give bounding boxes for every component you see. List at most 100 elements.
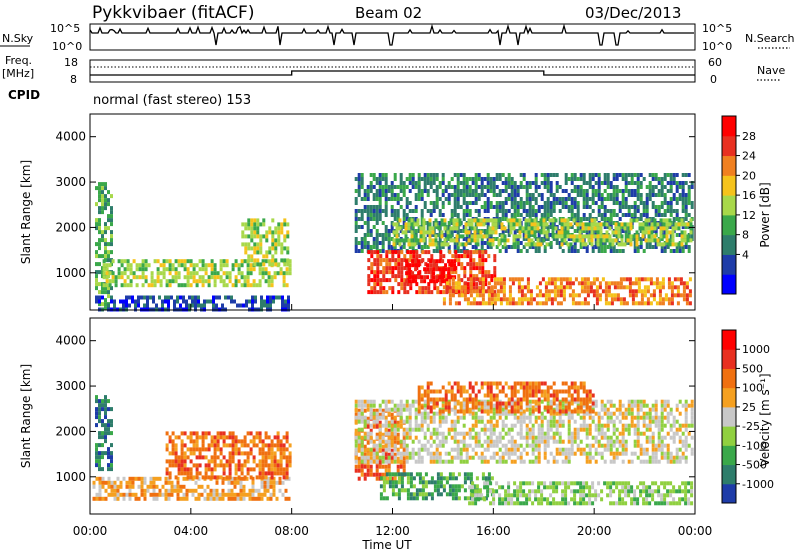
power-cell xyxy=(402,209,406,213)
velocity-cell xyxy=(257,496,261,501)
velocity-cell xyxy=(288,455,292,460)
velocity-cell xyxy=(246,467,250,472)
power-cell xyxy=(449,238,453,243)
power-cell xyxy=(174,279,178,284)
power-cell xyxy=(610,297,614,302)
freq-tick-bottom: 8 xyxy=(70,73,77,86)
power-cell xyxy=(408,173,412,177)
power-cell xyxy=(269,303,272,308)
power-cell xyxy=(490,301,494,306)
velocity-cell xyxy=(411,403,415,408)
power-cell xyxy=(637,281,641,286)
velocity-cell xyxy=(537,455,541,460)
power-cell xyxy=(430,274,434,279)
velocity-cell xyxy=(396,440,400,445)
velocity-cell xyxy=(381,451,385,456)
power-cell xyxy=(549,205,553,209)
velocity-cell xyxy=(164,496,168,501)
velocity-cell xyxy=(269,484,273,489)
velocity-cell xyxy=(378,415,382,420)
velocity-cell xyxy=(221,480,225,485)
power-cell xyxy=(474,181,478,185)
power-cell xyxy=(95,250,98,255)
velocity-cell xyxy=(402,460,406,465)
velocity-cell xyxy=(252,455,256,460)
power-cell xyxy=(251,295,254,300)
power-cell xyxy=(240,275,244,280)
power-cell xyxy=(251,303,254,308)
power-cell xyxy=(234,275,238,280)
power-cell xyxy=(513,205,517,209)
power-cell xyxy=(379,286,383,291)
power-cell xyxy=(444,185,448,189)
velocity-cell xyxy=(140,484,144,489)
velocity-cell xyxy=(396,427,400,432)
velocity-cell xyxy=(243,463,247,468)
velocity-cell xyxy=(381,439,385,444)
velocity-cell xyxy=(143,492,147,497)
power-cell xyxy=(646,277,650,282)
velocity-cell xyxy=(191,488,195,493)
power-cell xyxy=(475,286,479,291)
power-cell xyxy=(354,209,358,213)
power-cell xyxy=(447,197,451,201)
velocity-cell xyxy=(432,415,436,420)
power-cell xyxy=(660,237,664,241)
velocity-cell xyxy=(273,463,277,468)
velocity-cell xyxy=(507,451,511,456)
power-cell xyxy=(590,230,594,235)
power-cell xyxy=(256,234,260,239)
power-cell xyxy=(524,218,528,223)
power-cell xyxy=(395,234,399,239)
power-cell xyxy=(243,279,247,284)
power-cell xyxy=(540,181,544,185)
power-cell xyxy=(539,230,543,235)
velocity-cell xyxy=(552,419,556,424)
velocity-cell xyxy=(152,492,156,497)
power-cell xyxy=(270,275,274,280)
velocity-cell xyxy=(261,467,265,472)
velocity-cell xyxy=(228,455,232,460)
velocity-cell xyxy=(164,488,168,493)
power-cell xyxy=(468,189,472,193)
velocity-cell xyxy=(198,455,202,460)
velocity-cell xyxy=(251,492,255,497)
velocity-cell xyxy=(558,419,562,424)
velocity-cell xyxy=(228,443,232,448)
velocity-cell xyxy=(369,423,373,428)
velocity-cell xyxy=(282,455,286,460)
velocity-cell xyxy=(552,439,556,444)
power-cell xyxy=(495,213,499,217)
power-cell xyxy=(579,185,583,189)
power-cell xyxy=(410,238,414,243)
power-cell xyxy=(531,181,535,185)
power-cell xyxy=(579,217,583,221)
power-cell xyxy=(504,209,508,213)
power-cell xyxy=(274,242,278,247)
velocity-cell xyxy=(276,471,280,476)
power-cell xyxy=(385,270,389,275)
power-cell xyxy=(477,185,481,189)
velocity-cell xyxy=(390,412,394,417)
power-cell xyxy=(480,181,484,185)
power-cell xyxy=(497,218,501,223)
power-cell xyxy=(410,222,414,227)
power-cell xyxy=(412,250,416,255)
velocity-cell xyxy=(606,411,610,416)
velocity-cell xyxy=(107,427,110,432)
power-cell xyxy=(534,177,538,181)
power-cell xyxy=(660,213,664,217)
power-cell xyxy=(123,283,127,288)
velocity-cell xyxy=(438,415,442,420)
power-cell xyxy=(633,181,637,185)
power-cell xyxy=(543,177,547,181)
power-cell xyxy=(517,281,521,286)
power-cell xyxy=(528,205,532,209)
power-cell xyxy=(113,299,116,304)
power-cell xyxy=(570,173,574,177)
power-cell xyxy=(186,283,190,288)
velocity-cell xyxy=(192,451,196,456)
velocity-cell xyxy=(101,467,104,472)
velocity-cell xyxy=(363,459,367,464)
velocity-cell xyxy=(282,467,286,472)
